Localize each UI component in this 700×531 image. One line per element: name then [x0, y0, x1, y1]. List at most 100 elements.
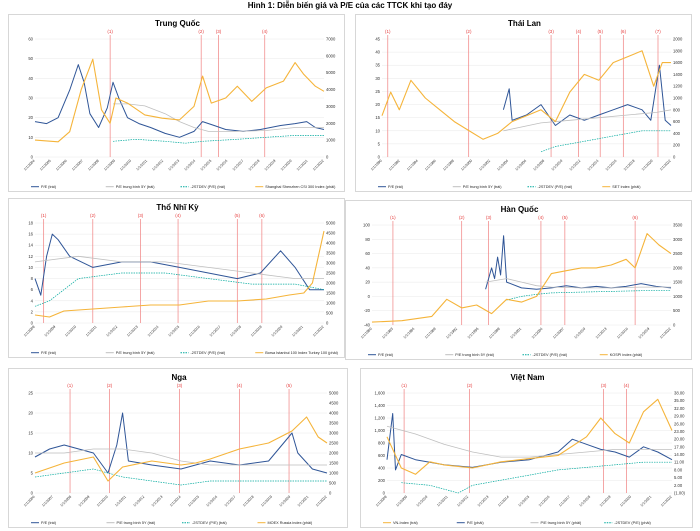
x-tick-label: 1/1/2012 [132, 495, 145, 508]
x-tick-label: 1/1/2010 [416, 495, 429, 508]
x-tick-label: 1/1/2008 [533, 159, 546, 172]
legend-label: -2STDEV (P/E) (trái) [533, 353, 568, 357]
x-tick-label: 1/1/2018 [248, 159, 261, 172]
left-tick-label: 200 [378, 478, 386, 483]
x-tick-label: 1/1/2012 [151, 159, 164, 172]
event-label: (4) [576, 29, 582, 34]
right-tick-label: 1000 [326, 301, 336, 306]
right-tick-label: 6000 [326, 53, 336, 58]
legend-label: -2STDEV (P/E) (trái) [191, 351, 226, 355]
x-tick-label: 1/1/2006 [55, 159, 68, 172]
right-tick-label: 200 [673, 143, 681, 148]
legend-label: -2STDEV (P/E) (trái) [538, 185, 573, 189]
left-tick-label: 0 [31, 321, 34, 326]
right-tick-label: 1000 [673, 294, 683, 299]
legend-label: P/E trung bình 5Y (trái) [117, 521, 156, 525]
left-tick-label: 20 [28, 411, 33, 416]
event-label: (5) [235, 213, 241, 218]
right-tick-label: 600 [673, 119, 681, 124]
legend-label: Shanghai Shenzhen CSI 300 Index (phải) [265, 185, 336, 189]
x-tick-label: 1/1/2007 [552, 327, 565, 340]
event-label: (1) [107, 29, 113, 34]
right-tick-label: 2000 [673, 37, 683, 42]
x-tick-label: 1/1/2008 [87, 159, 100, 172]
left-tick-label: 25 [28, 391, 33, 396]
right-tick-label: 400 [673, 131, 681, 136]
event-label: (3) [216, 29, 222, 34]
right-tick-label: 2500 [673, 251, 683, 256]
right-tick-label: 0 [673, 323, 676, 328]
series-line-std [34, 468, 327, 486]
right-tick-label: 7000 [326, 37, 336, 42]
left-tick-label: 20 [28, 115, 33, 120]
x-tick-label: 1/1/2022 [312, 325, 325, 338]
right-tick-label: 11.00 [674, 460, 685, 465]
left-tick-label: 1,000 [375, 428, 386, 433]
right-tick-label: 2000 [326, 121, 336, 126]
x-tick-label: 1/1/2015 [200, 159, 213, 172]
x-tick-label: 1/1/2006 [514, 159, 527, 172]
left-tick-label: 2 [31, 309, 34, 314]
left-tick-label: 800 [378, 441, 386, 446]
x-tick-label: 1/1/2019 [250, 325, 263, 338]
right-tick-label: 4000 [329, 411, 339, 416]
event-label: (2) [90, 213, 96, 218]
right-tick-label: 3000 [329, 431, 339, 436]
right-tick-label: 20.00 [674, 437, 685, 442]
left-tick-label: 10 [28, 451, 33, 456]
left-tick-label: -20 [364, 308, 371, 313]
event-label: (5) [286, 383, 292, 388]
x-tick-label: 1/1/2010 [551, 159, 564, 172]
x-tick-label: 1/1/2013 [477, 495, 490, 508]
right-tick-label: 1500 [673, 280, 683, 285]
right-tick-label: 1000 [673, 96, 683, 101]
x-tick-label: 1/1/2017 [209, 325, 222, 338]
left-tick-label: 18 [28, 221, 33, 226]
chart-title: Thổ Nhĩ Kỳ [156, 203, 199, 212]
figure-title: Hình 1: Diễn biến giá và P/E của các TTC… [247, 1, 453, 10]
x-tick-label: 1/1/2019 [638, 327, 651, 340]
x-tick-label: 1/1/2010 [119, 159, 132, 172]
left-tick-label: 10 [375, 128, 380, 133]
chart-title: Thái Lan [508, 19, 541, 28]
right-tick-label: 3500 [673, 223, 683, 228]
series-line-std [540, 130, 671, 153]
x-tick-label: 1/1/2010 [64, 325, 77, 338]
left-tick-label: 0 [378, 155, 381, 160]
right-tick-label: 17.00 [674, 444, 685, 449]
event-label: (1) [385, 29, 391, 34]
right-tick-label: 1200 [673, 84, 683, 89]
event-label: (6) [621, 29, 627, 34]
event-label: (1) [41, 213, 47, 218]
left-tick-label: 40 [365, 265, 370, 270]
event-label: (1) [401, 383, 407, 388]
left-tick-label: 600 [378, 453, 386, 458]
right-tick-label: 0 [326, 321, 329, 326]
x-tick-label: 1/1/2002 [478, 159, 491, 172]
right-tick-label: 2500 [329, 441, 339, 446]
x-tick-label: 1/1/2016 [216, 159, 229, 172]
x-tick-label: 1/1/1995 [467, 327, 480, 340]
x-tick-label: 1/1/2011 [436, 495, 449, 508]
right-tick-label: 0 [673, 155, 676, 160]
x-tick-label: 1/1/2020 [278, 495, 291, 508]
left-tick-label: 40 [28, 76, 33, 81]
left-tick-label: 20 [375, 102, 380, 107]
x-tick-label: 1/1/2014 [147, 325, 160, 338]
chart-thailand: Thái Lan 0 5 10 15 20 25 30 35 40 45 0 200 400 600 800 1… [370, 19, 683, 189]
event-label: (4) [624, 383, 630, 388]
x-tick-label: 1/1/2017 [558, 495, 571, 508]
event-label: (3) [177, 383, 183, 388]
series-line-avg [503, 109, 672, 132]
x-tick-label: 1/1/2013 [151, 495, 164, 508]
series-line-avg [485, 278, 671, 289]
series-line-std [34, 272, 325, 307]
right-tick-label: 1600 [673, 60, 683, 65]
right-tick-label: 1800 [673, 48, 683, 53]
legend-label: P/E trung bình 5Y (trái) [455, 353, 494, 357]
chart-title: Nga [171, 373, 187, 382]
x-tick-label: 1/1/2004 [23, 159, 36, 172]
x-tick-label: 1/1/2014 [184, 159, 197, 172]
right-tick-label: 5000 [329, 391, 339, 396]
x-tick-label: 1/1/2015 [517, 495, 530, 508]
